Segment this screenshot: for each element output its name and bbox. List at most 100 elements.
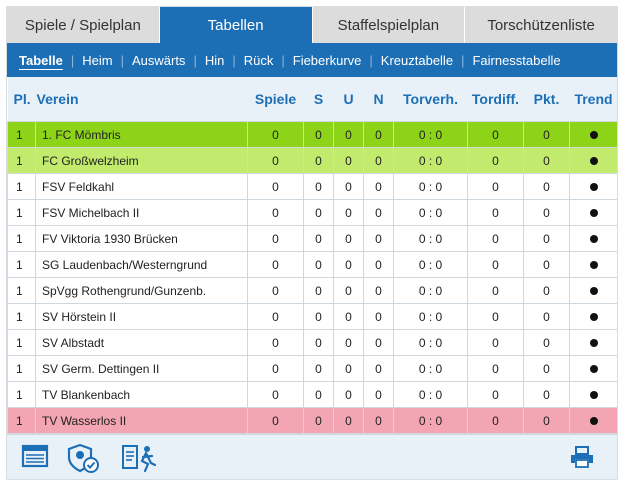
subnav-fairnesstabelle[interactable]: Fairnesstabelle bbox=[472, 52, 561, 68]
cell-spiele: 0 bbox=[247, 355, 304, 382]
cell-s: 0 bbox=[303, 303, 334, 330]
subnav-auswärts[interactable]: Auswärts bbox=[131, 52, 186, 68]
cell-pkt: 0 bbox=[523, 225, 570, 252]
tab-torschützenliste[interactable]: Torschützenliste bbox=[465, 7, 617, 43]
cell-n: 0 bbox=[363, 121, 394, 148]
cell-tordiff: 0 bbox=[467, 225, 524, 252]
cell-s: 0 bbox=[303, 381, 334, 408]
trend-dot-icon bbox=[589, 391, 598, 400]
cell-spiele: 0 bbox=[247, 329, 304, 356]
cell-tordiff: 0 bbox=[467, 147, 524, 174]
cell-n: 0 bbox=[363, 225, 394, 252]
cell-u: 0 bbox=[333, 199, 364, 226]
table-icon[interactable] bbox=[21, 443, 49, 474]
cell-spiele: 0 bbox=[247, 173, 304, 200]
cell-pkt: 0 bbox=[523, 277, 570, 304]
trend-dot-icon bbox=[589, 287, 598, 296]
column-header: Spiele bbox=[247, 77, 304, 122]
column-header: Torverh. bbox=[393, 77, 468, 122]
cell-torverh: 0 : 0 bbox=[393, 173, 468, 200]
subnav-hin[interactable]: Hin bbox=[204, 52, 225, 68]
cell-s: 0 bbox=[303, 251, 334, 278]
standings-table: Pl. Verein Spiele S U N Torverh. Tordiff. Pkt. Tr… bbox=[7, 77, 617, 460]
cell-team[interactable]: TV Wasserlos II bbox=[35, 407, 248, 434]
cell-u: 0 bbox=[333, 329, 364, 356]
cell-s: 0 bbox=[303, 199, 334, 226]
cell-pl: 1 bbox=[7, 277, 36, 304]
print-icon[interactable] bbox=[569, 445, 595, 474]
cell-team[interactable]: SG Laudenbach/Westerngrund bbox=[35, 251, 248, 278]
tab-staffelspielplan[interactable]: Staffelspielplan bbox=[312, 7, 466, 43]
cell-s: 0 bbox=[303, 277, 334, 304]
subnav-rück[interactable]: Rück bbox=[243, 52, 274, 68]
cell-spiele: 0 bbox=[247, 381, 304, 408]
subnav-separator: | bbox=[369, 52, 373, 68]
cell-n: 0 bbox=[363, 277, 394, 304]
cell-n: 0 bbox=[363, 303, 394, 330]
cell-tordiff: 0 bbox=[467, 251, 524, 278]
cell-team[interactable]: SV Albstadt bbox=[35, 329, 248, 356]
subnav-kreuztabelle[interactable]: Kreuztabelle bbox=[380, 52, 454, 68]
subnav-tabelle[interactable]: Tabelle bbox=[19, 52, 63, 68]
cell-trend bbox=[569, 277, 617, 304]
subnav-separator: | bbox=[193, 52, 197, 68]
tab-spiele-spielplan[interactable]: Spiele / Spielplan bbox=[7, 7, 160, 43]
table-header-row: Pl. Verein Spiele S U N Torverh. Tordiff. Pkt. Tr… bbox=[7, 77, 617, 122]
subnav-heim[interactable]: Heim bbox=[82, 52, 113, 68]
cell-team[interactable]: FV Viktoria 1930 Brücken bbox=[35, 225, 248, 252]
shield-check-icon[interactable] bbox=[67, 443, 101, 478]
cell-n: 0 bbox=[363, 199, 394, 226]
subnav-separator: | bbox=[70, 52, 75, 68]
cell-team[interactable]: SV Germ. Dettingen II bbox=[35, 355, 248, 382]
cell-spiele: 0 bbox=[247, 407, 304, 434]
cell-pkt: 0 bbox=[523, 251, 570, 278]
cell-team[interactable]: 1. FC Mömbris bbox=[35, 121, 248, 148]
cell-team[interactable]: SV Hörstein II bbox=[35, 303, 248, 330]
cell-u: 0 bbox=[333, 303, 364, 330]
cell-n: 0 bbox=[363, 251, 394, 278]
cell-pl: 1 bbox=[7, 225, 36, 252]
subnav-separator: | bbox=[232, 52, 236, 68]
subnav-fieberkurve[interactable]: Fieberkurve bbox=[292, 52, 362, 68]
cell-trend bbox=[569, 173, 617, 200]
cell-u: 0 bbox=[333, 251, 364, 278]
cell-trend bbox=[569, 329, 617, 356]
cell-pkt: 0 bbox=[523, 329, 570, 356]
fairplay-icon[interactable] bbox=[119, 443, 159, 478]
cell-trend bbox=[569, 199, 617, 226]
cell-spiele: 0 bbox=[247, 303, 304, 330]
cell-team[interactable]: SpVgg Rothengrund/Gunzenb. bbox=[35, 277, 248, 304]
cell-u: 0 bbox=[333, 147, 364, 174]
cell-tordiff: 0 bbox=[467, 381, 524, 408]
cell-team[interactable]: FSV Feldkahl bbox=[35, 173, 248, 200]
cell-spiele: 0 bbox=[247, 121, 304, 148]
cell-tordiff: 0 bbox=[467, 199, 524, 226]
cell-pkt: 0 bbox=[523, 407, 570, 434]
cell-trend bbox=[569, 251, 617, 278]
subnav-separator: | bbox=[281, 52, 285, 68]
cell-trend bbox=[569, 225, 617, 252]
cell-tordiff: 0 bbox=[467, 329, 524, 356]
cell-u: 0 bbox=[333, 355, 364, 382]
cell-team[interactable]: FSV Michelbach II bbox=[35, 199, 248, 226]
cell-trend bbox=[569, 121, 617, 148]
trend-dot-icon bbox=[589, 183, 598, 192]
cell-team[interactable]: TV Blankenbach bbox=[35, 381, 248, 408]
cell-n: 0 bbox=[363, 407, 394, 434]
cell-u: 0 bbox=[333, 381, 364, 408]
cell-team[interactable]: FC Großwelzheim bbox=[35, 147, 248, 174]
cell-s: 0 bbox=[303, 355, 334, 382]
trend-dot-icon bbox=[589, 261, 598, 270]
cell-trend bbox=[569, 355, 617, 382]
table-body: 1 1. FC Mömbris 0 0 0 0 0 : 0 0 0 1 FC Großwelzhei… bbox=[7, 121, 617, 460]
cell-torverh: 0 : 0 bbox=[393, 407, 468, 434]
tab-tabellen[interactable]: Tabellen bbox=[159, 7, 313, 43]
cell-n: 0 bbox=[363, 355, 394, 382]
cell-torverh: 0 : 0 bbox=[393, 121, 468, 148]
cell-u: 0 bbox=[333, 121, 364, 148]
